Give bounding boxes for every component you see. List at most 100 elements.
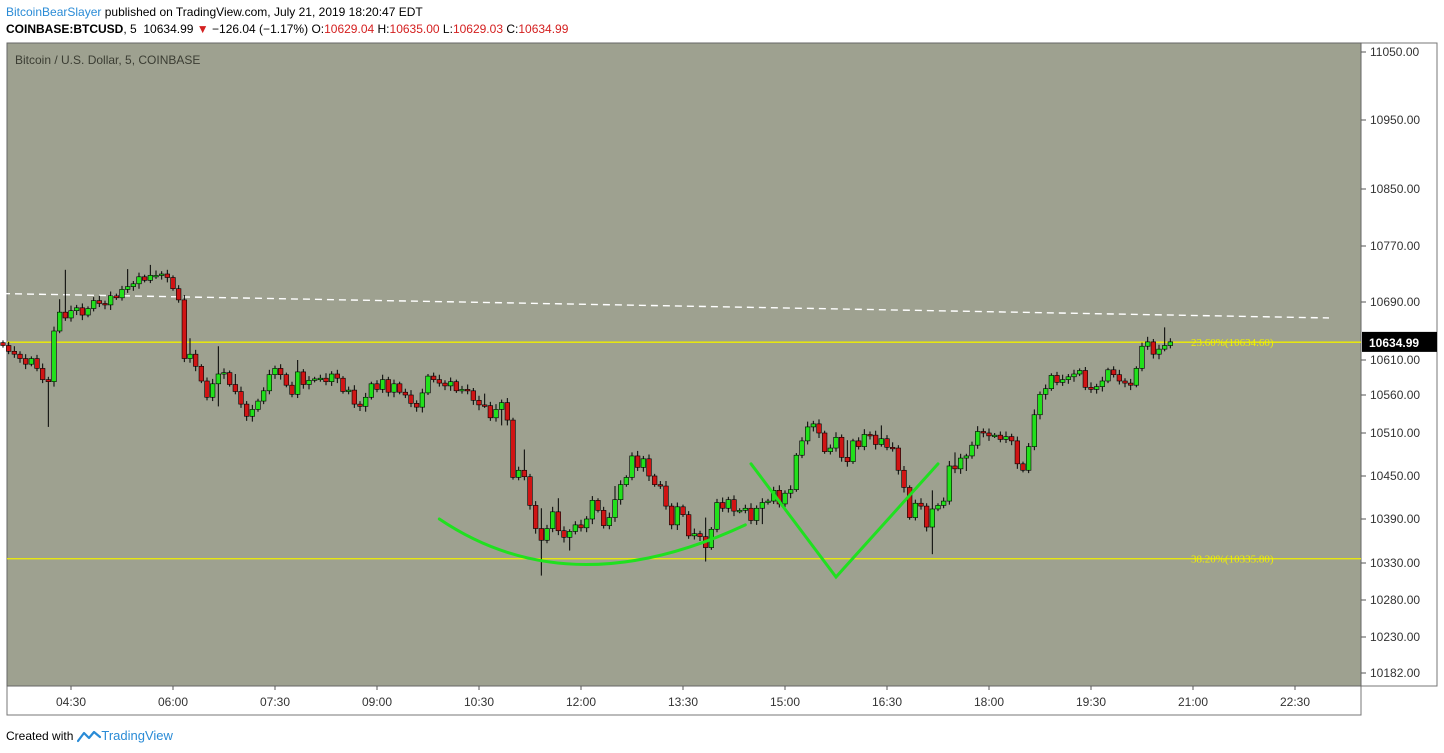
- candle-body: [504, 402, 510, 421]
- candle-body: [895, 447, 901, 471]
- y-tick-label: 10510.00: [1370, 426, 1420, 440]
- candle-body: [555, 511, 561, 532]
- candle-body: [606, 517, 612, 526]
- tradingview-brand: TradingView: [101, 728, 173, 743]
- candle-body: [1105, 369, 1111, 382]
- x-axis-ticks: 04:30 06:00 07:30 09:00 10:30 12:00 13:30 15:00…: [56, 686, 1310, 709]
- candle: [119, 285, 125, 301]
- candle: [782, 490, 788, 509]
- candle: [963, 453, 969, 471]
- candle: [351, 385, 357, 408]
- candle: [96, 295, 102, 308]
- candle-body: [442, 382, 448, 387]
- candle: [952, 452, 958, 474]
- candle-body: [289, 384, 295, 395]
- candle: [1003, 431, 1009, 444]
- candle-body: [572, 524, 578, 532]
- candle-body: [1133, 368, 1139, 386]
- candle: [969, 441, 975, 459]
- candle: [793, 453, 799, 492]
- candle-body: [221, 372, 227, 375]
- candle: [1133, 366, 1139, 388]
- candle: [142, 274, 148, 283]
- candle: [1088, 382, 1094, 393]
- candle: [805, 421, 811, 445]
- candle: [68, 305, 74, 322]
- candle: [11, 346, 17, 358]
- y-tick-label: 10850.00: [1370, 182, 1420, 196]
- candle-body: [952, 465, 958, 470]
- candle: [193, 349, 199, 372]
- last-price: 10634.99: [143, 22, 194, 36]
- candle: [221, 368, 227, 379]
- candle: [521, 449, 527, 481]
- candle: [79, 303, 85, 321]
- candle: [816, 419, 822, 439]
- candle-body: [941, 500, 947, 506]
- x-tick-label: 10:30: [464, 695, 494, 709]
- candle-body: [782, 492, 788, 505]
- candle: [62, 269, 68, 321]
- candle: [822, 430, 828, 454]
- candle-body: [635, 455, 641, 468]
- candle: [674, 502, 680, 530]
- candle-body: [448, 381, 454, 387]
- candle-body: [244, 403, 250, 417]
- open-label: O:: [311, 22, 325, 36]
- candle-body: [170, 277, 176, 289]
- candle: [419, 388, 425, 413]
- candle: [210, 378, 216, 402]
- candle: [476, 395, 482, 411]
- candle: [1156, 344, 1162, 360]
- candle-body: [312, 378, 318, 381]
- candle: [470, 388, 476, 405]
- time-axis[interactable]: [6, 685, 1362, 716]
- candle: [283, 372, 289, 388]
- candle: [606, 512, 612, 530]
- candle: [1116, 369, 1122, 385]
- candle: [884, 435, 890, 451]
- candle: [1037, 391, 1043, 420]
- candle-body: [34, 358, 40, 369]
- candle-body: [890, 447, 896, 450]
- candle-body: [368, 383, 374, 398]
- symbol-info: COINBASE:BTCUSD, 5 10634.99 ▼ −126.04 (−…: [6, 22, 569, 36]
- candle-body: [1026, 446, 1032, 471]
- candle: [499, 399, 505, 426]
- candle: [986, 428, 992, 441]
- candle: [567, 529, 573, 551]
- candle-body: [300, 371, 306, 385]
- candle-body: [737, 510, 743, 513]
- candle: [691, 528, 697, 540]
- candle: [227, 370, 233, 387]
- author-link[interactable]: BitcoinBearSlayer: [6, 5, 102, 19]
- candle: [788, 485, 794, 499]
- candle: [187, 338, 193, 363]
- y-tick-label: 10770.00: [1370, 239, 1420, 253]
- tradingview-link[interactable]: TradingView: [77, 728, 173, 743]
- candle: [232, 374, 238, 395]
- candle: [255, 398, 261, 412]
- candle: [635, 450, 641, 471]
- x-tick-label: 09:00: [362, 695, 392, 709]
- x-tick-label: 13:30: [668, 695, 698, 709]
- candle: [425, 374, 431, 395]
- candle-body: [187, 353, 193, 359]
- candle-body: [969, 444, 975, 457]
- candle-body: [102, 303, 108, 306]
- candle: [170, 275, 176, 291]
- candle: [1065, 374, 1071, 384]
- candle-body: [595, 500, 601, 511]
- candle: [516, 466, 522, 481]
- candle: [51, 326, 57, 387]
- candle-body: [578, 524, 584, 529]
- candle: [646, 454, 652, 482]
- candle: [1009, 433, 1015, 446]
- candle: [431, 372, 437, 383]
- y-tick-label: 10610.00: [1370, 353, 1420, 367]
- candle: [238, 386, 244, 408]
- candle-body: [1003, 436, 1009, 440]
- candle-body: [1071, 373, 1077, 378]
- candle: [844, 440, 850, 467]
